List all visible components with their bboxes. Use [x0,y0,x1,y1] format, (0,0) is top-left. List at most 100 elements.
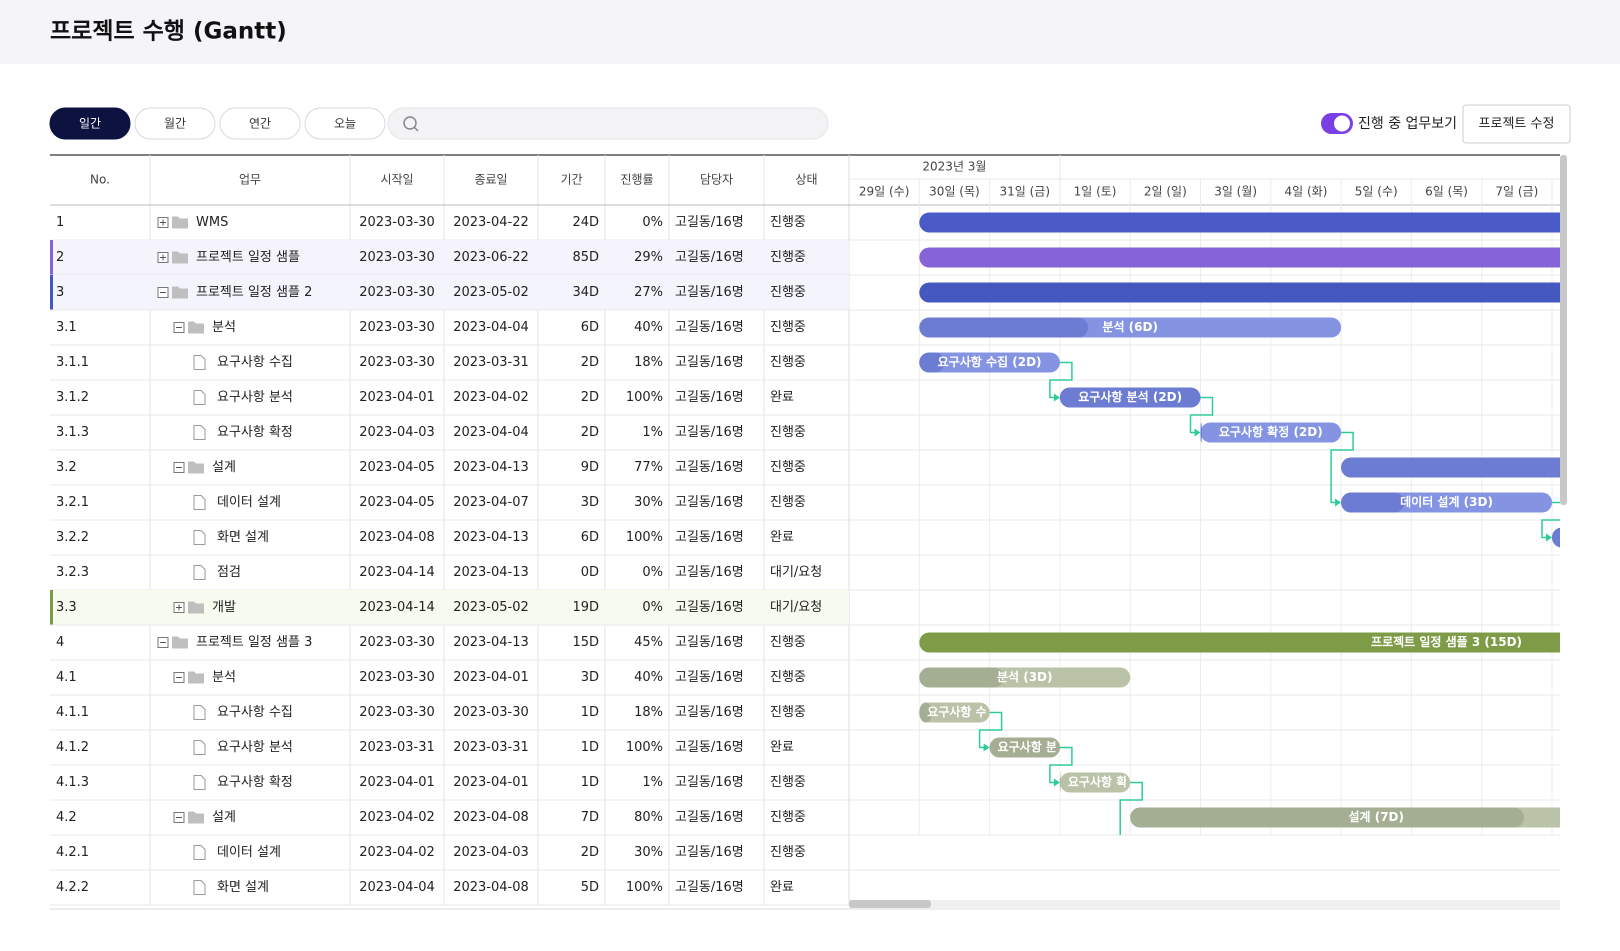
table-cell: 요구사항 분석 [217,740,293,755]
edit-button-label[interactable]: 프로젝트 수정 [1479,117,1555,132]
table-cell: 고길동/16명 [675,460,744,475]
dependency-arrow [1265,884,1271,892]
table-cell: 완료 [770,880,794,895]
gantt: 2023년 3월29일 (수)30일 (목)31일 (금)1일 (토)2일 (일… [849,155,1620,905]
table-cell: 2023-04-03 [453,845,529,860]
table-cell: 2023-03-31 [359,740,435,755]
table-cell: 29% [634,250,663,265]
table-cell: 설계 [212,810,236,825]
view-button-label[interactable]: 일간 [79,117,101,131]
folder-icon [188,322,204,334]
table-cell: 2D [581,355,599,370]
table-cell: 고길동/16명 [675,215,744,230]
table-cell: 2 [56,250,64,265]
folder-icon [172,637,188,649]
table-cell: 27% [634,285,663,300]
day-label: 3일 (월) [1214,185,1257,199]
bar-label: 설계 (7D) [1348,809,1404,824]
toggle-knob [1334,116,1350,132]
table-cell: 화면 설계 [217,880,269,895]
task-bar[interactable] [1130,843,1271,863]
task-bar[interactable] [919,283,1620,303]
search-box[interactable] [388,108,828,139]
progress-bar [1341,493,1404,513]
table-cell: 프로젝트 일정 샘플 3 [196,635,312,650]
table-cell: 2023-03-30 [359,320,435,335]
row-marker [50,240,53,275]
table-cell: 요구사항 수집 [217,355,293,370]
table-cell: 프로젝트 일정 샘플 [196,250,300,265]
table-cell: 2023-04-02 [453,390,529,405]
column-header: 기간 [560,173,582,187]
table-cell: 2023-04-05 [359,495,435,510]
day-label: 4일 (화) [1284,185,1327,199]
table-cell: 4.1 [56,670,77,685]
view-button-label[interactable]: 오늘 [334,117,356,131]
task-bar[interactable] [919,248,1620,268]
view-button-label[interactable]: 연간 [249,117,271,131]
table-cell: 고길동/16명 [675,635,744,650]
file-icon [194,776,205,790]
table-cell: 2023-04-07 [453,495,529,510]
table-cell: 진행중 [770,354,806,370]
dependency-arrow [984,744,990,752]
column-header: 업무 [239,173,261,187]
folder-icon [188,812,204,824]
table-cell: 3.2.2 [56,530,89,545]
table-cell: 1D [581,740,599,755]
table-cell: 18% [634,705,663,720]
row-marker [50,590,53,625]
table-cell: 2023-03-30 [359,355,435,370]
table-cell: 고길동/16명 [675,880,744,895]
table-cell: 2023-04-04 [453,425,529,440]
progress-bar [1130,808,1524,828]
table-cell: 45% [634,635,663,650]
table-cell: 진행중 [770,809,806,825]
table-cell: 2023-04-01 [453,775,529,790]
table-cell: WMS [196,215,228,230]
table-cell: 3.2.1 [56,495,89,510]
table-cell: 1% [642,775,663,790]
day-label: 7일 (금) [1495,185,1538,199]
table-cell: 2023-04-05 [359,460,435,475]
column-header: 시작일 [380,173,413,187]
table-cell: 0D [581,565,599,580]
table-cell: 2023-04-02 [359,810,435,825]
table-cell: 19D [572,600,599,615]
progress-bar [1271,878,1620,898]
table-cell: 24D [572,215,599,230]
table-cell: 2023-04-13 [453,460,529,475]
h-scroll-thumb[interactable] [849,900,931,908]
column-header: 진행률 [620,172,653,187]
table-cell: 6D [581,530,599,545]
table-cell: 고길동/16명 [675,740,744,755]
file-icon [194,391,205,405]
task-bar[interactable] [919,213,1620,233]
table-cell: 30% [634,845,663,860]
table-cell: 고길동/16명 [675,530,744,545]
table-cell: 34D [572,285,599,300]
task-bar[interactable] [1271,878,1620,898]
table-cell: 1 [56,215,64,230]
progress-bar [919,668,1003,688]
file-icon [194,566,205,580]
table-cell: 프로젝트 일정 샘플 2 [196,285,312,300]
table-cell: 4.1.2 [56,740,89,755]
table-cell: 3D [581,495,599,510]
progress-bar [1341,458,1620,478]
v-scroll-thumb[interactable] [1560,155,1567,505]
table-cell: 요구사항 분석 [217,390,293,405]
task-bar[interactable] [1552,528,1620,548]
file-icon [194,356,205,370]
table-cell: 진행중 [770,319,806,335]
table-cell: 분석 [212,320,236,335]
table-cell: 4 [56,635,64,650]
view-button-label[interactable]: 월간 [164,117,186,131]
bar-label: 화면 설계 (5D) [1406,879,1488,894]
table-cell: 고길동/16명 [675,425,744,440]
bar-label: 요구사항 수 [927,704,986,719]
table-cell: 진행중 [770,494,806,510]
column-header: 상태 [795,173,817,187]
table-cell: 1D [581,705,599,720]
progress-bar [1130,843,1172,863]
